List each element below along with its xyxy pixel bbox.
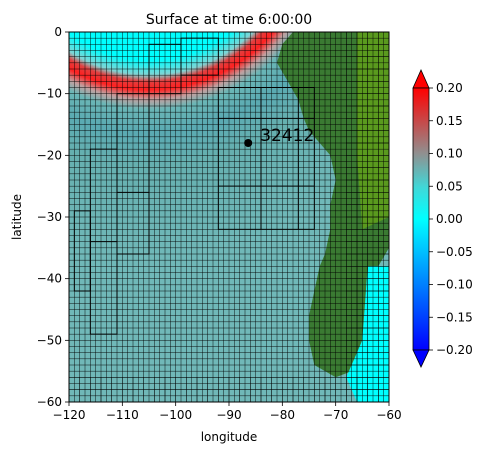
amr-patches (73, 37, 315, 335)
colorbar-tick-label: −0.20 (436, 343, 473, 357)
colorbar-tick-label: −0.05 (436, 245, 473, 259)
gauge-layer: 32412 (244, 126, 314, 147)
plot-area (69, 32, 389, 402)
patch-gauge-region (217, 87, 315, 230)
x-tick-label: −100 (159, 408, 192, 422)
y-tick-label: −50 (37, 333, 62, 347)
gauge-region-subdivisions (90, 87, 315, 243)
fine-grid (69, 32, 389, 402)
colorbar-extend-top (412, 69, 430, 89)
y-tick-label: −30 (37, 210, 62, 224)
colorbar-tick-label: 0.20 (436, 81, 463, 95)
colorbar-tick-label: 0.05 (436, 179, 463, 193)
x-axis-ticks: −120 −110 −100 −90 −80 −70 −60 (53, 402, 402, 422)
x-tick-label: −110 (106, 408, 139, 422)
colorbar-tick-label: 0.15 (436, 114, 463, 128)
y-axis-label: latitude (10, 194, 24, 240)
x-axis-label: longitude (201, 430, 258, 444)
y-axis-ticks: 0 −10 −20 −30 −40 −50 −60 (37, 25, 69, 409)
colorbar-tick-label: −0.10 (436, 278, 473, 292)
patch-west-2 (116, 93, 150, 255)
x-tick-label: −90 (216, 408, 241, 422)
patch-west-5 (73, 210, 91, 292)
coarse-grid-south (69, 377, 389, 402)
colorbar-tick-label: 0.10 (436, 147, 463, 161)
y-tick-label: −20 (37, 148, 62, 162)
x-tick-label: −70 (323, 408, 348, 422)
y-tick-label: −60 (37, 395, 62, 409)
coarse-grid-east (346, 32, 389, 402)
y-tick-label: 0 (54, 25, 62, 39)
x-tick-label: −80 (270, 408, 295, 422)
patch-west-4 (180, 37, 219, 76)
y-tick-label: −40 (37, 272, 62, 286)
x-tick-label: −60 (376, 408, 401, 422)
amr-grid (69, 32, 389, 402)
colorbar-ticks: 0.20 0.15 0.10 0.05 0.00 −0.05 −0.10 −0.15 −0.20 (429, 81, 473, 357)
gauge-label: 32412 (260, 126, 314, 146)
x-tick-label: −120 (53, 408, 86, 422)
colorbar-tick-label: −0.15 (436, 310, 473, 324)
colorbar-body (412, 87, 430, 351)
y-tick-label: −10 (37, 87, 62, 101)
colorbar-extend-bottom (412, 349, 430, 368)
colorbar: 0.20 0.15 0.10 0.05 0.00 −0.05 −0.10 −0.15 −0.20 (412, 69, 473, 368)
colorbar-tick-label: 0.00 (436, 212, 463, 226)
gauge-marker (244, 139, 253, 147)
chart-title: Surface at time 6:00:00 (146, 12, 312, 28)
